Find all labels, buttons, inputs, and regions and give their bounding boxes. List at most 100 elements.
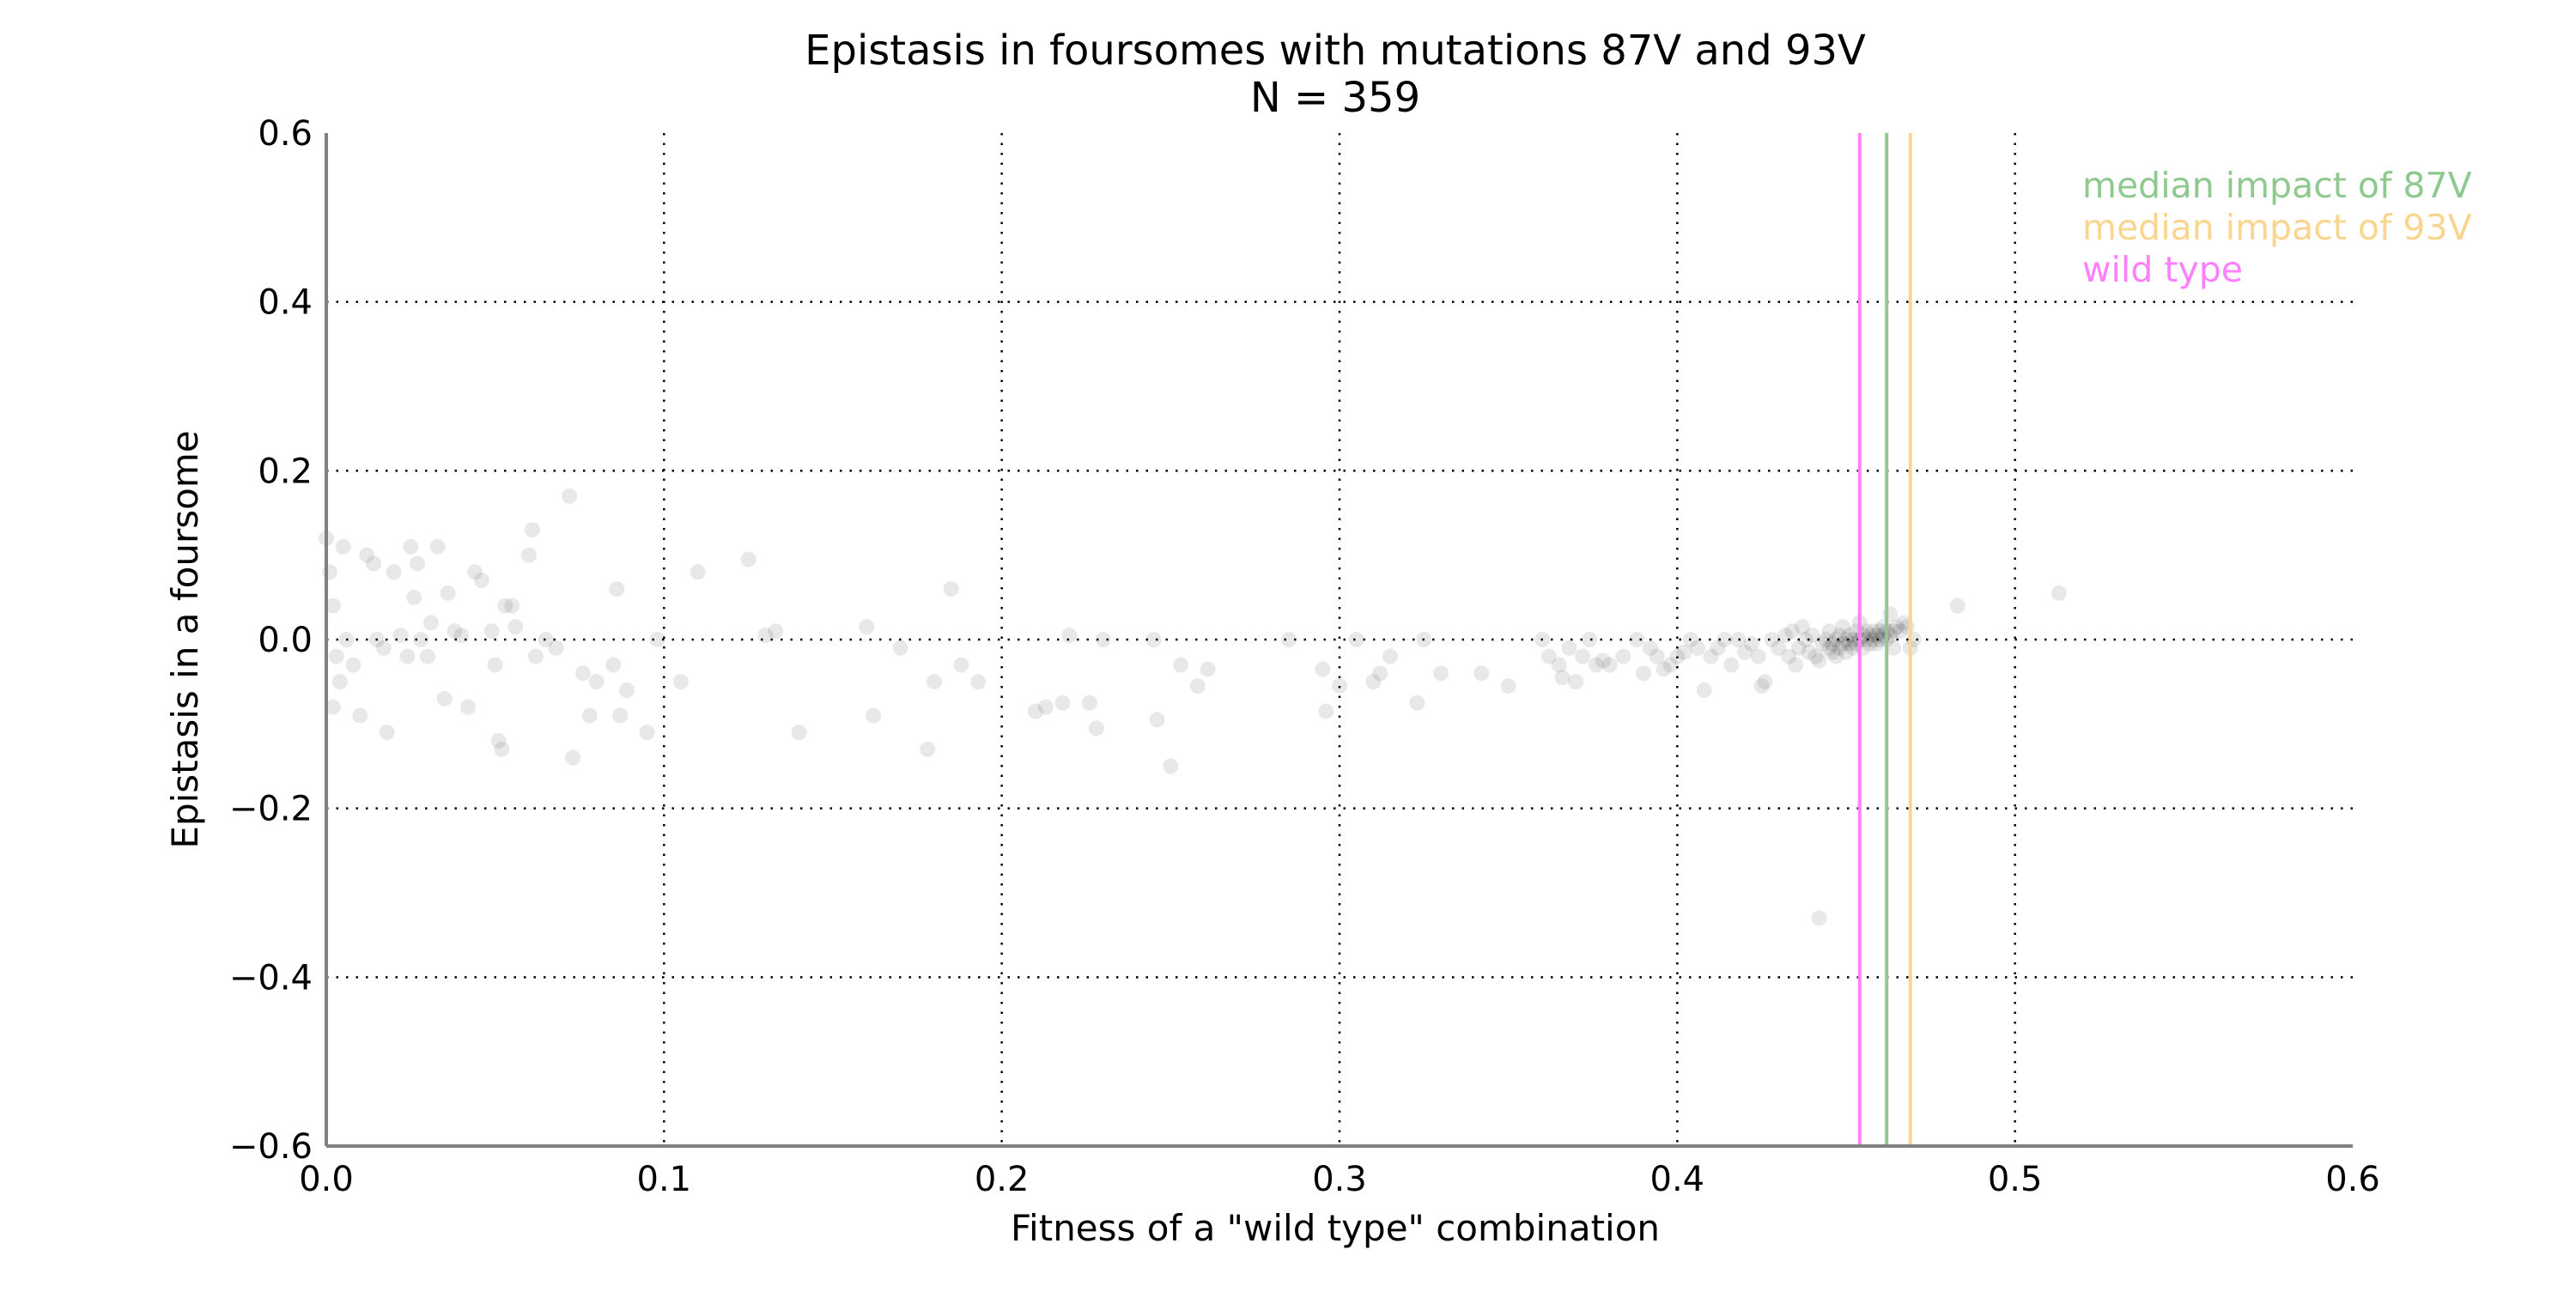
data-point-35: [494, 741, 510, 757]
data-point-50: [609, 581, 625, 597]
data-point-22: [420, 648, 435, 664]
data-point-46: [574, 665, 591, 682]
x-tick-label-1: 0.1: [637, 1160, 692, 1199]
data-point-45: [565, 749, 581, 766]
data-point-72: [1061, 628, 1078, 644]
data-point-84: [1318, 703, 1334, 719]
data-point-128: [1764, 632, 1780, 647]
data-point-191: [2050, 585, 2067, 601]
reference-lines: [1857, 133, 1912, 1146]
data-point-38: [507, 619, 524, 635]
y-tick-label-6: 0.6: [258, 114, 313, 154]
data-point-31: [473, 573, 489, 589]
data-point-52: [619, 682, 635, 698]
data-point-119: [1710, 640, 1726, 656]
y-tick-label-3: 0.0: [258, 621, 313, 660]
chart-title: Epistasis in foursomes with mutations 87…: [805, 27, 1866, 75]
data-point-29: [460, 699, 477, 715]
data-point-102: [1582, 632, 1598, 647]
data-point-97: [1551, 657, 1567, 673]
data-point-54: [649, 632, 665, 647]
data-point-10: [359, 547, 375, 563]
data-point-143: [1818, 632, 1834, 647]
data-point-103: [1588, 657, 1604, 673]
data-point-100: [1568, 674, 1584, 690]
data-point-39: [521, 547, 537, 563]
data-point-125: [1750, 648, 1766, 664]
data-point-138: [1804, 628, 1820, 644]
data-point-132: [1784, 623, 1801, 640]
data-point-129: [1771, 640, 1787, 656]
data-point-122: [1730, 632, 1747, 647]
data-point-44: [562, 488, 578, 504]
data-point-7: [338, 632, 355, 647]
data-point-151: [1832, 640, 1848, 656]
data-point-36: [497, 597, 513, 614]
data-point-28: [453, 628, 470, 644]
data-point-111: [1656, 661, 1672, 677]
x-tick-label-5: 0.5: [1988, 1160, 2043, 1199]
data-point-104: [1595, 652, 1611, 669]
data-point-184: [1889, 619, 1905, 635]
data-point-77: [1149, 712, 1165, 728]
data-point-13: [375, 640, 392, 656]
data-point-140: [1811, 652, 1827, 669]
data-point-189: [1905, 632, 1922, 647]
data-point-60: [791, 725, 807, 741]
data-point-42: [538, 632, 554, 647]
data-point-112: [1662, 657, 1679, 673]
data-point-58: [757, 628, 774, 644]
data-point-141: [1811, 910, 1827, 926]
x-tick-label-2: 0.2: [975, 1160, 1030, 1199]
data-point-8: [345, 657, 361, 673]
data-point-48: [588, 674, 605, 690]
data-point-30: [467, 564, 483, 580]
data-point-67: [953, 657, 969, 673]
data-point-134: [1790, 640, 1807, 656]
data-point-146: [1825, 644, 1841, 660]
data-point-80: [1189, 678, 1206, 695]
data-point-171: [1865, 623, 1881, 640]
data-point-11: [366, 555, 382, 572]
data-point-173: [1868, 635, 1885, 652]
data-point-71: [1054, 695, 1071, 711]
data-point-95: [1534, 632, 1550, 647]
data-point-183: [1886, 640, 1902, 656]
data-point-98: [1554, 670, 1571, 686]
data-point-126: [1753, 678, 1770, 695]
data-point-73: [1081, 695, 1097, 711]
data-point-150: [1832, 628, 1848, 644]
data-point-117: [1696, 682, 1712, 698]
data-point-27: [447, 623, 463, 640]
data-point-15: [386, 564, 402, 580]
data-point-43: [548, 640, 564, 656]
legend-entry-2: wild type: [2082, 249, 2243, 290]
data-point-155: [1838, 644, 1854, 660]
data-point-20: [410, 555, 426, 572]
data-point-66: [943, 581, 959, 597]
data-point-4: [331, 674, 348, 690]
data-point-114: [1676, 644, 1692, 660]
data-point-69: [1028, 703, 1043, 719]
data-point-12: [369, 632, 385, 647]
data-point-49: [605, 657, 622, 673]
data-point-41: [527, 648, 544, 664]
data-point-26: [440, 585, 456, 601]
data-point-142: [1814, 635, 1831, 652]
data-point-158: [1844, 632, 1861, 647]
axes: [325, 133, 2353, 1148]
data-point-147: [1825, 635, 1841, 652]
data-point-190: [1949, 597, 1965, 614]
data-point-148: [1828, 632, 1844, 647]
data-point-182: [1886, 623, 1902, 640]
data-point-24: [429, 538, 446, 555]
data-point-136: [1797, 632, 1814, 647]
data-point-85: [1332, 678, 1347, 695]
data-point-53: [639, 725, 655, 741]
legend-entry-0: median impact of 87V: [2082, 165, 2472, 206]
data-point-121: [1723, 657, 1740, 673]
data-point-74: [1088, 720, 1104, 737]
y-tick-label-0: −0.6: [229, 1127, 313, 1167]
data-point-145: [1821, 623, 1838, 640]
